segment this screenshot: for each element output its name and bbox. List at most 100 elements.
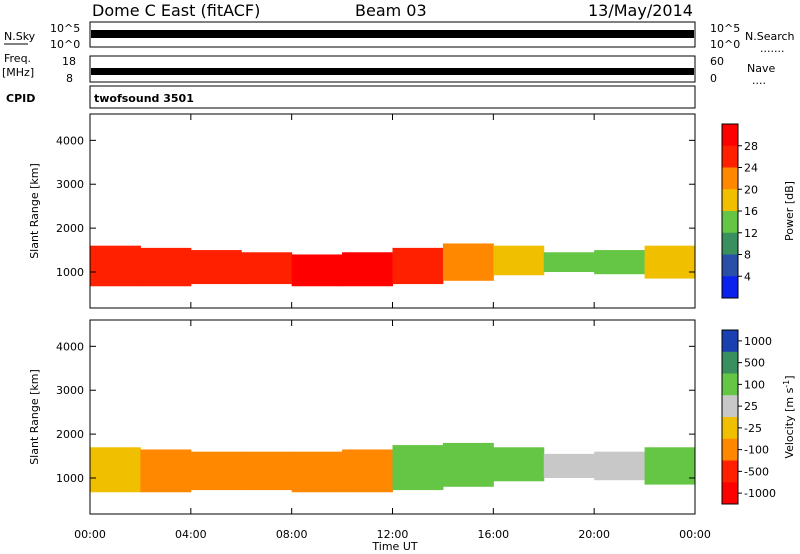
echo-band (442, 442, 494, 487)
colorbar-tick-label: -1000 (744, 487, 776, 500)
y-tick-label: 1000 (56, 472, 84, 485)
x-axis-label: Time UT (371, 540, 417, 553)
colorbar-tick-label: 20 (744, 183, 758, 196)
y-tick-label: 3000 (56, 384, 84, 397)
echo-band (644, 245, 696, 279)
nave-top-tick: 60 (710, 55, 724, 68)
cpid-label: CPID (6, 92, 35, 105)
freq-strip: Freq. [MHz] 18 8 Nave .... 60 0 (2, 52, 775, 87)
colorbar-label: Velocity [m s-1] (782, 375, 797, 458)
nsearch-label: N.Search (745, 30, 795, 43)
echo-band (291, 451, 343, 493)
nsearch-dots: ....... (760, 42, 784, 55)
colorbar-tick-label: 16 (744, 205, 758, 218)
colorbar-swatch (722, 276, 738, 299)
colorbar-swatch (722, 145, 738, 168)
echo-band (493, 245, 545, 276)
colorbar-tick-label: -500 (744, 465, 769, 478)
colorbar-tick-label: 28 (744, 140, 758, 153)
colorbar-swatch (722, 232, 738, 255)
colorbar-swatch (722, 395, 738, 418)
echo-band (392, 247, 444, 285)
nsky-label: N.Sky (4, 30, 36, 43)
colorbar-swatch (722, 460, 738, 483)
echo-band (594, 250, 646, 275)
nsky-bottom-tick: 10^0 (50, 38, 80, 51)
y-axis-label: Slant Range [km] (28, 369, 41, 465)
echo-band (140, 449, 192, 493)
colorbar-tick-label: 25 (744, 400, 758, 413)
nsky-strip: N.Sky 10^5 10^0 N.Search ....... 10^5 10… (4, 21, 795, 55)
x-tick-label: 00:00 (679, 528, 711, 541)
freq-top-tick: 18 (62, 55, 76, 68)
colorbar-tick-label: 8 (744, 249, 751, 262)
colorbar-swatch (722, 254, 738, 277)
freq-bottom-tick: 8 (66, 72, 73, 85)
freq-trace (91, 68, 694, 75)
colorbar-tick-label: 1000 (744, 335, 772, 348)
y-axis-label: Slant Range [km] (28, 163, 41, 259)
echo-band (493, 447, 545, 482)
freq-label: Freq. (4, 52, 31, 65)
y-tick-label: 4000 (56, 134, 84, 147)
y-tick-label: 4000 (56, 340, 84, 353)
colorbar-tick-label: 4 (744, 270, 751, 283)
colorbar-swatch (722, 438, 738, 461)
echo-band (291, 254, 343, 287)
echo-band (90, 447, 141, 493)
colorbar-swatch (722, 167, 738, 190)
nsearch-top-tick: 10^5 (710, 22, 740, 35)
freq-unit-label: [MHz] (2, 66, 34, 79)
echo-band (543, 453, 595, 479)
nave-dots: .... (752, 74, 766, 87)
y-tick-label: 2000 (56, 222, 84, 235)
x-tick-label: 00:00 (74, 528, 106, 541)
nsky-trace (91, 30, 694, 38)
nave-label: Nave (747, 62, 775, 75)
nsearch-bottom-tick: 10^0 (710, 38, 740, 51)
colorbar-swatch (722, 189, 738, 212)
colorbar-swatch (722, 351, 738, 374)
x-tick-label: 04:00 (175, 528, 207, 541)
colorbar-frame (721, 329, 739, 505)
colorbar-swatch (722, 330, 738, 353)
echo-band (543, 252, 595, 273)
y-tick-label: 3000 (56, 178, 84, 191)
nsky-top-tick: 10^5 (50, 22, 80, 35)
echo-band (342, 252, 393, 287)
echo-band (241, 451, 293, 491)
colorbar-tick-label: 100 (744, 378, 765, 391)
cpid-value: twofsound 3501 (94, 92, 194, 105)
y-tick-label: 1000 (56, 266, 84, 279)
beam-title: Beam 03 (355, 1, 427, 20)
colorbar-tick-label: 500 (744, 357, 765, 370)
echo-band (342, 449, 393, 493)
echo-band (90, 245, 141, 287)
colorbar-tick-label: -25 (744, 422, 762, 435)
echo-band (190, 250, 242, 285)
nave-bottom-tick: 0 (710, 72, 717, 85)
x-tick-label: 16:00 (477, 528, 509, 541)
cpid-strip: CPID twofsound 3501 (6, 85, 696, 109)
x-tick-label: 12:00 (377, 528, 409, 541)
colorbar-swatch (722, 211, 738, 234)
echo-band (140, 247, 192, 287)
echo-band (594, 451, 646, 481)
echo-band (644, 447, 696, 485)
echo-band (190, 451, 242, 491)
colorbar-label-sup: -1 (782, 380, 791, 388)
y-tick-label: 2000 (56, 428, 84, 441)
colorbar-tick-label: -100 (744, 444, 769, 457)
velocity-panel: 1000 2000 3000 4000 Slant Range [km] 00:00 04:… (28, 319, 797, 541)
colorbar-swatch (722, 417, 738, 440)
power-panel: 1000 2000 3000 4000 Slant Range [km] 4 8 12 16 20… (28, 113, 796, 309)
x-tick-label: 20:00 (578, 528, 610, 541)
colorbar-tick-label: 12 (744, 227, 758, 240)
colorbar-label: Power [dB] (783, 181, 796, 241)
date-title: 13/May/2014 (588, 1, 693, 20)
colorbar-tick-label: 24 (744, 162, 758, 175)
echo-band (442, 243, 494, 281)
echo-band (392, 445, 444, 491)
